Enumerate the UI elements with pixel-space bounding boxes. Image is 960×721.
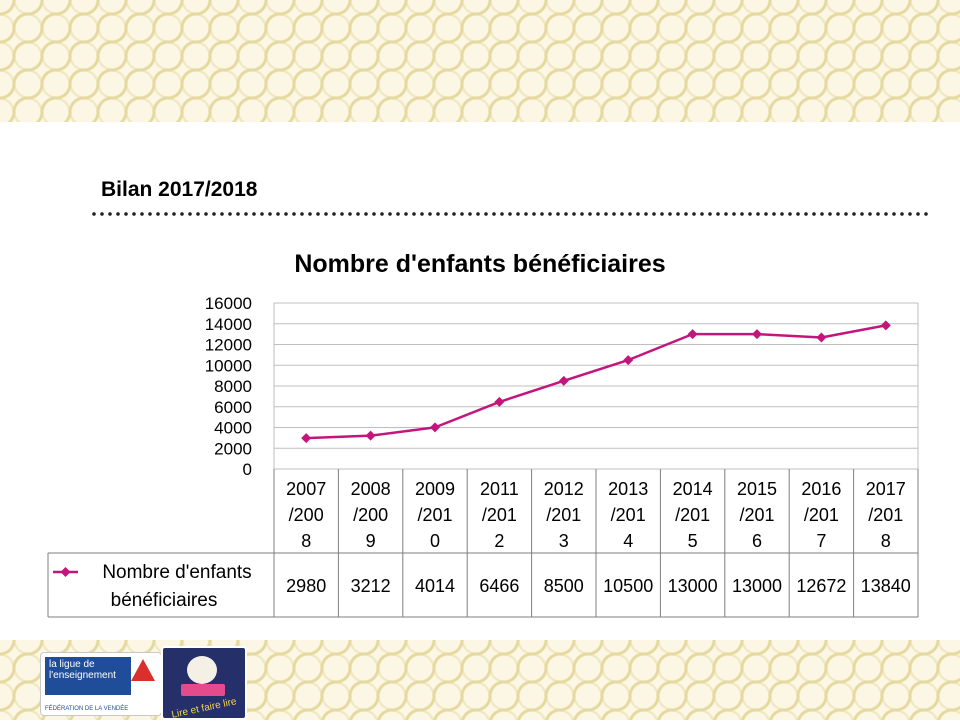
ligue-logo-footer: FÉDÉRATION DE LA VENDÉE bbox=[45, 706, 129, 712]
series-line bbox=[306, 324, 887, 440]
y-tick-label: 16000 bbox=[205, 294, 252, 313]
y-tick-label: 2000 bbox=[214, 439, 252, 458]
x-category-label: 2012/201 3 bbox=[544, 479, 584, 551]
y-tick-label: 6000 bbox=[214, 398, 252, 417]
slide-heading: Bilan 2017/2018 bbox=[101, 178, 258, 201]
lire-logo-face bbox=[187, 656, 217, 684]
data-table-value: 8500 bbox=[544, 576, 584, 596]
lire-logo-text: Lire et faire lire bbox=[170, 696, 238, 721]
lire-logo-book bbox=[181, 684, 225, 696]
dotted-separator bbox=[90, 210, 930, 218]
x-category-label: 2013/201 4 bbox=[608, 479, 648, 551]
data-point-marker bbox=[687, 329, 698, 340]
x-category-label: 2007/200 8 bbox=[286, 479, 326, 551]
x-category-label: 2009/201 0 bbox=[415, 479, 455, 551]
y-tick-label: 12000 bbox=[205, 336, 252, 355]
data-point-marker bbox=[301, 433, 312, 444]
y-tick-label: 8000 bbox=[214, 377, 252, 396]
data-point-marker bbox=[816, 332, 827, 343]
data-point-marker bbox=[752, 329, 762, 340]
y-tick-label: 4000 bbox=[214, 419, 252, 438]
data-table-value: 12672 bbox=[796, 576, 846, 596]
data-point-marker bbox=[365, 430, 376, 441]
data-table-value: 13000 bbox=[668, 576, 718, 596]
data-point-marker bbox=[494, 396, 505, 407]
data-table-value: 4014 bbox=[415, 576, 455, 596]
data-table-value: 2980 bbox=[286, 576, 326, 596]
x-category-label: 2017/201 8 bbox=[866, 479, 906, 551]
chart-title: Nombre d'enfants bénéficiaires bbox=[294, 250, 666, 278]
data-table-value: 13840 bbox=[861, 576, 911, 596]
data-point-marker bbox=[623, 355, 634, 366]
y-tick-label: 0 bbox=[243, 460, 252, 479]
data-point-marker bbox=[430, 422, 440, 433]
y-tick-label: 10000 bbox=[205, 356, 252, 375]
x-category-label: 2008/200 9 bbox=[351, 479, 391, 551]
data-point-marker bbox=[558, 375, 569, 386]
y-tick-label: 14000 bbox=[205, 315, 252, 334]
data-point-marker bbox=[880, 320, 891, 331]
chart-gridlines bbox=[273, 302, 919, 470]
chart-series bbox=[301, 320, 891, 444]
x-category-label: 2014/201 5 bbox=[673, 479, 713, 551]
data-table-value: 10500 bbox=[603, 576, 653, 596]
decorative-pattern-top bbox=[0, 0, 960, 122]
ligue-enseignement-logo: la ligue de l'enseignement FÉDÉRATION DE… bbox=[40, 652, 162, 716]
chart-data-table: 2007/200 8 2008/200 9 2009/201 0 2011/201 2 2012… bbox=[47, 469, 919, 618]
ligue-logo-text: la ligue de l'enseignement bbox=[45, 657, 131, 695]
x-category-label: 2015/201 6 bbox=[737, 479, 777, 551]
data-table-value: 13000 bbox=[732, 576, 782, 596]
lire-et-faire-lire-logo: Lire et faire lire bbox=[161, 646, 247, 721]
data-table-value: 6466 bbox=[479, 576, 519, 596]
legend-marker-key bbox=[60, 567, 71, 577]
legend-series-name: Nombre d'enfants bénéficiaires bbox=[102, 562, 251, 611]
data-table-value: 3212 bbox=[351, 576, 391, 596]
x-category-label: 2016/201 7 bbox=[801, 479, 841, 551]
x-category-label: 2011/201 2 bbox=[480, 479, 519, 551]
ligue-logo-triangle bbox=[131, 659, 155, 681]
